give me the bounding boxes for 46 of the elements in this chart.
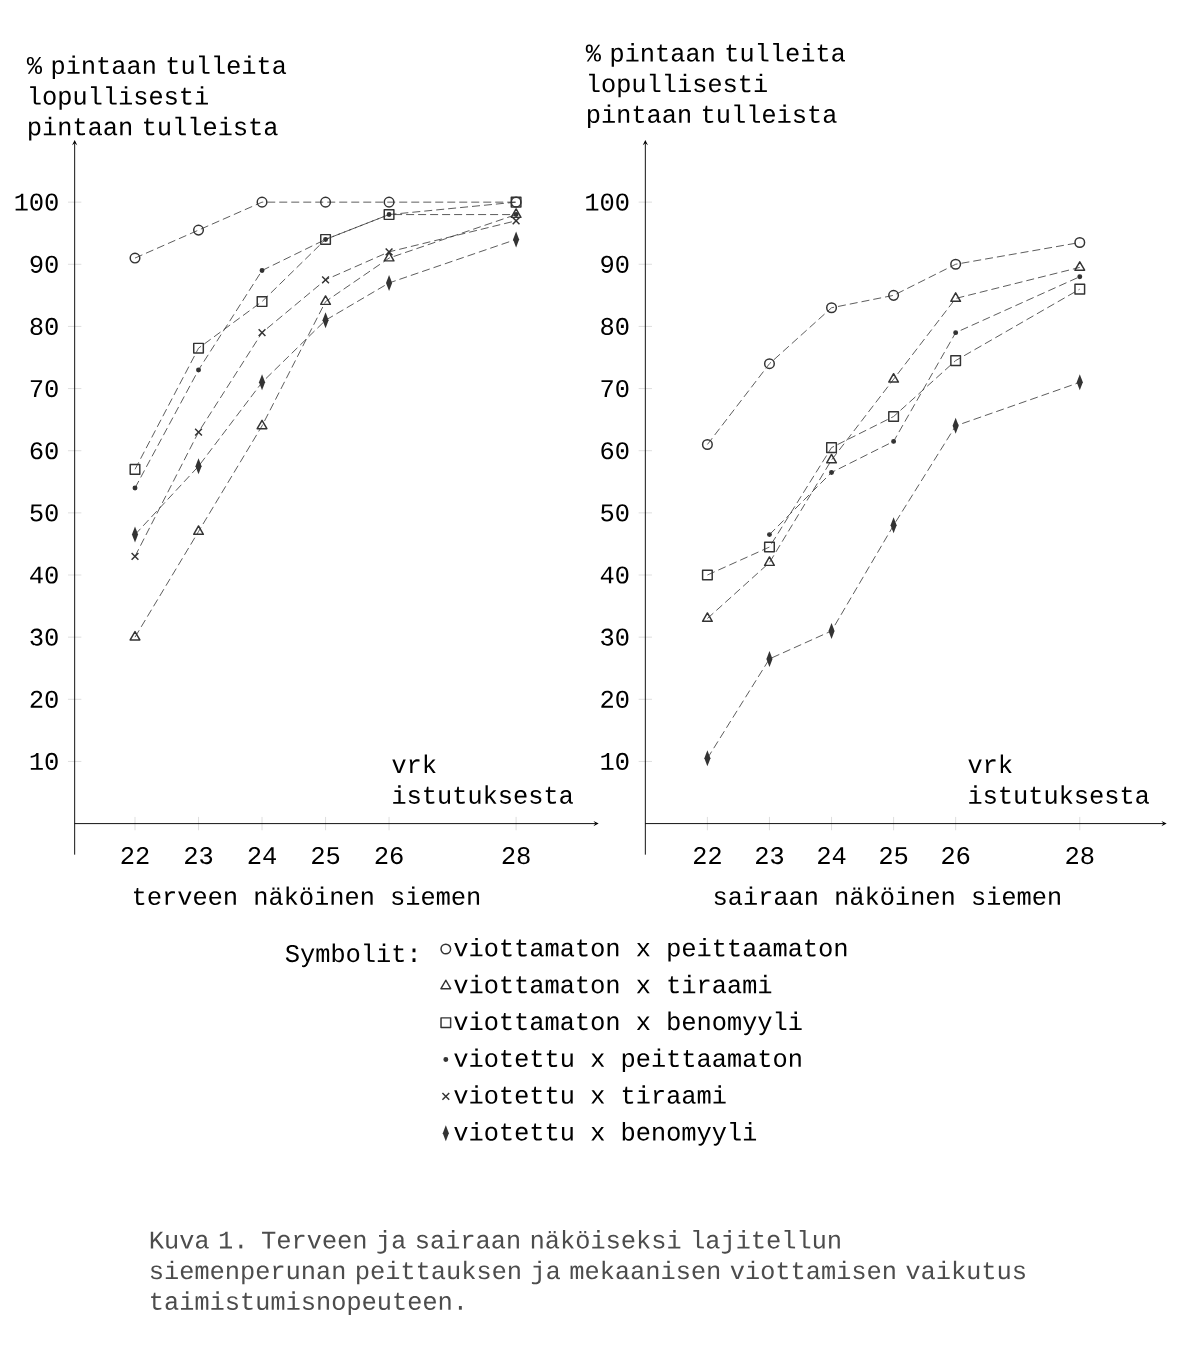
y-tick-label: 90 xyxy=(30,255,58,273)
y-axis-title: % pintaan tulleita lopullisesti pintaan tulleista xyxy=(26,55,286,141)
x-tick-label: 25 xyxy=(311,846,339,865)
text: terveen näköinen siemen xyxy=(133,886,479,906)
legend-label: viotettu x benomyyli xyxy=(454,1122,756,1146)
y-tick-label: 90 xyxy=(601,255,629,273)
y-tick-label: 20 xyxy=(30,690,58,708)
x-tick-label: 23 xyxy=(184,846,212,865)
text: sairaan näköinen siemen xyxy=(714,886,1060,906)
x-tick-label: 23 xyxy=(755,846,783,865)
y-tick-label: 10 xyxy=(30,752,58,771)
x-axis-title: vrk istutuksesta xyxy=(392,754,573,804)
y-tick-label: 50 xyxy=(30,504,58,522)
y-tick-label: 30 xyxy=(30,628,58,646)
x-tick-label: 22 xyxy=(693,846,721,864)
y-tick-label: 60 xyxy=(601,442,629,460)
x-tick-label: 28 xyxy=(1066,846,1094,865)
y-tick-label: 80 xyxy=(30,317,58,336)
y-tick-label: 50 xyxy=(600,504,629,522)
x-tick-label: 24 xyxy=(248,846,276,864)
y-tick-label: 70 xyxy=(30,379,58,398)
y-tick-label: 20 xyxy=(601,690,629,708)
legend-label: viottamaton x peittaamaton xyxy=(454,937,847,962)
x-tick-label: 28 xyxy=(502,846,530,865)
y-tick-label: 100 xyxy=(586,193,629,211)
y-tick-label: 80 xyxy=(601,317,629,336)
y-tick-label: 40 xyxy=(30,566,58,584)
y-tick-label: 60 xyxy=(30,442,58,460)
legend-label: viotettu x peittaamaton xyxy=(454,1048,801,1073)
y-axis-title: % pintaan tulleita lopullisesti pintaan tulleista xyxy=(585,43,845,128)
legend-label: viottamaton x tiraami xyxy=(454,974,772,994)
legend-label: viotettu x tiraami xyxy=(454,1085,726,1104)
x-tick-label: 22 xyxy=(121,846,149,864)
legend-label: viottamaton x benomyyli xyxy=(454,1011,802,1036)
y-tick-label: 40 xyxy=(600,566,629,584)
y-tick-label: 70 xyxy=(601,379,629,398)
text: Kuva 1. Terveen ja sairaan näköiseksi lajitellun siemenperunan peittauksen ja mekaanisen viottamisen vaikutus taimistumisnopeuteen. xyxy=(150,1230,1025,1315)
x-tick-label: 25 xyxy=(880,846,908,865)
x-tick-label: 26 xyxy=(375,846,403,865)
x-tick-label: 24 xyxy=(817,846,846,864)
x-tick-label: 26 xyxy=(942,846,970,865)
y-tick-label: 10 xyxy=(601,752,629,771)
legend-title: Symbolit: xyxy=(285,943,416,968)
y-tick-label: 30 xyxy=(600,628,629,646)
y-tick-label: 100 xyxy=(15,193,58,211)
x-axis-title: vrk istutuksesta xyxy=(968,754,1149,804)
